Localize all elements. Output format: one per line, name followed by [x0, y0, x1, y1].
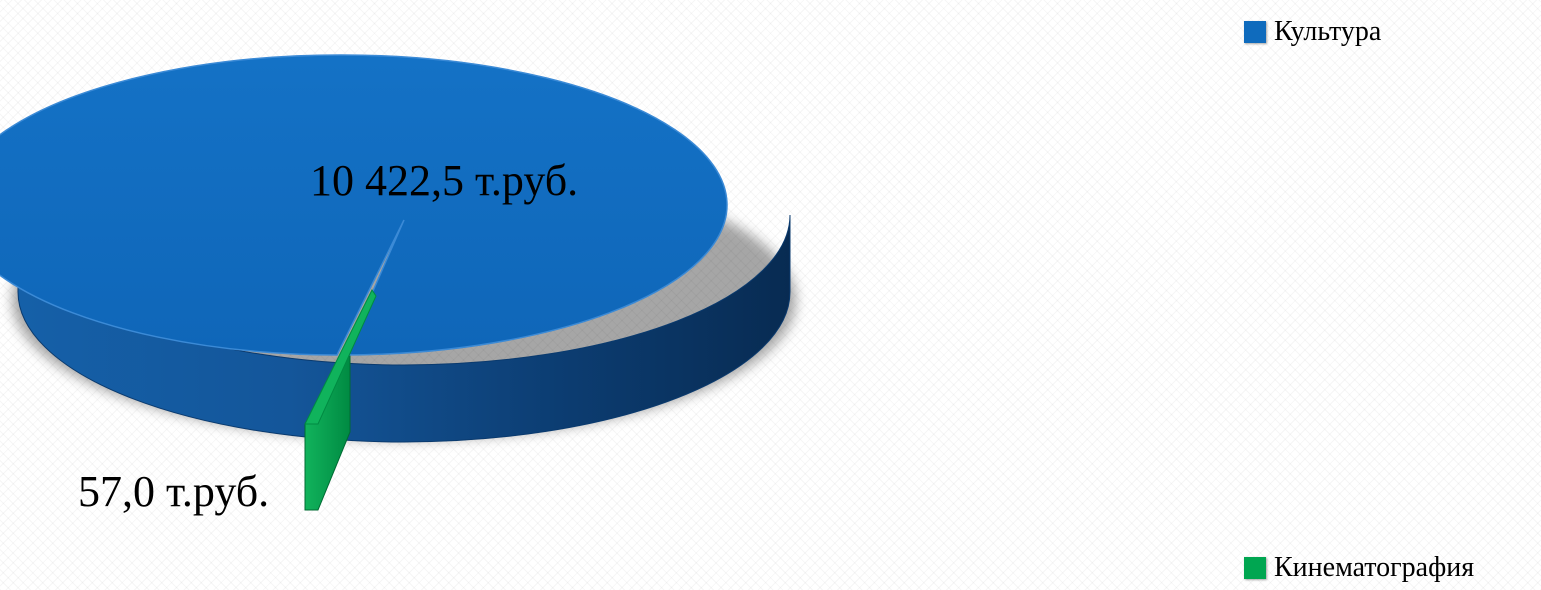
data-label-cinema: 57,0 т.руб. [78, 467, 269, 516]
legend-item-cinema: Кинематография [1244, 552, 1474, 584]
legend-item-culture: Культура [1244, 16, 1381, 48]
pie-slice-culture [0, 54, 728, 356]
legend-swatch-cinema [1244, 557, 1266, 579]
data-label-culture: 10 422,5 т.руб. [310, 156, 578, 205]
legend-label-culture: Культура [1274, 16, 1382, 47]
pie-slice-cinema [304, 289, 377, 425]
legend-swatch-culture [1244, 21, 1266, 43]
legend-label-cinema: Кинематография [1274, 552, 1475, 583]
